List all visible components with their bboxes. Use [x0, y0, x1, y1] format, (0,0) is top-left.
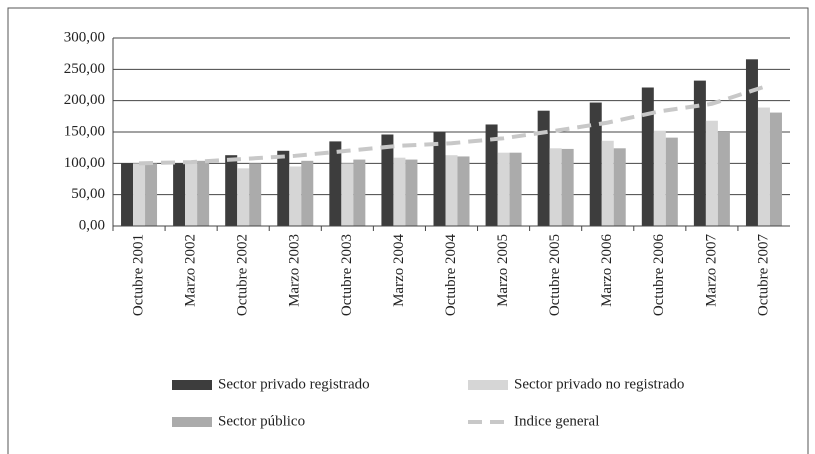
bar [457, 156, 470, 226]
y-tick-label: 100,00 [64, 155, 105, 171]
bar [693, 80, 706, 226]
bar [133, 163, 146, 226]
legend-label: Sector privado registrado [218, 376, 370, 392]
bar [353, 159, 366, 226]
legend-swatch [172, 380, 212, 390]
bar [393, 157, 406, 226]
x-tick-label: Octubre 2007 [755, 234, 771, 317]
bar [329, 141, 342, 226]
bar [485, 124, 498, 226]
bar [185, 161, 198, 226]
bar [561, 148, 574, 226]
bar [641, 87, 654, 226]
frame [7, 7, 809, 454]
bar [757, 107, 770, 226]
bar [277, 150, 290, 226]
x-tick-label: Marzo 2005 [495, 234, 511, 307]
bar [249, 163, 262, 226]
y-tick-label: 50,00 [71, 186, 105, 202]
bar [433, 132, 446, 226]
bar [121, 163, 134, 226]
y-tick-label: 200,00 [64, 92, 105, 108]
bar [589, 102, 602, 226]
x-tick-label: Marzo 2003 [287, 234, 303, 307]
bar [497, 152, 510, 226]
bar [381, 134, 394, 226]
y-tick-label: 0,00 [79, 217, 105, 233]
bar [237, 168, 250, 226]
x-tick-label: Marzo 2007 [703, 234, 719, 307]
y-tick-label: 250,00 [64, 61, 105, 77]
bar [405, 159, 418, 226]
bar [613, 148, 626, 226]
y-tick-label: 150,00 [64, 123, 105, 139]
x-tick-label: Marzo 2002 [183, 234, 199, 307]
bar [145, 163, 158, 226]
bar [537, 110, 550, 226]
legend-swatch [172, 417, 212, 427]
x-tick-label: Octubre 2006 [651, 234, 667, 317]
bar [509, 152, 522, 226]
bar [769, 112, 782, 226]
x-tick-label: Octubre 2004 [443, 234, 459, 317]
bar [289, 166, 302, 226]
x-tick-label: Octubre 2005 [547, 234, 563, 316]
bar [341, 163, 354, 226]
x-tick-label: Marzo 2004 [391, 234, 407, 307]
x-tick-label: Marzo 2006 [599, 234, 615, 307]
line [138, 84, 765, 166]
bar [301, 160, 314, 226]
bar [665, 137, 678, 226]
x-tick-label: Octubre 2002 [235, 234, 251, 316]
x-tick-label: Octubre 2003 [339, 234, 355, 316]
bar [225, 155, 238, 226]
y-tick-label: 300,00 [64, 29, 105, 45]
bar [601, 140, 614, 226]
x-tick-label: Octubre 2001 [130, 234, 146, 316]
bar [705, 120, 718, 226]
legend-label: Sector público [218, 413, 305, 429]
bar [653, 130, 666, 226]
bar [549, 148, 562, 226]
bar [717, 132, 730, 226]
bar [745, 59, 758, 226]
legend-label: Sector privado no registrado [514, 376, 684, 392]
bar [173, 163, 186, 226]
bar [197, 160, 210, 226]
bar [445, 155, 458, 226]
legend-swatch [468, 380, 508, 390]
legend-label: Indice general [514, 413, 599, 429]
